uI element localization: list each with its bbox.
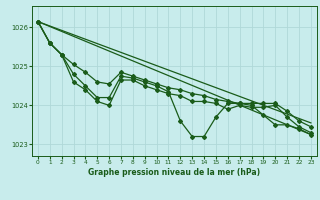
X-axis label: Graphe pression niveau de la mer (hPa): Graphe pression niveau de la mer (hPa) <box>88 168 260 177</box>
